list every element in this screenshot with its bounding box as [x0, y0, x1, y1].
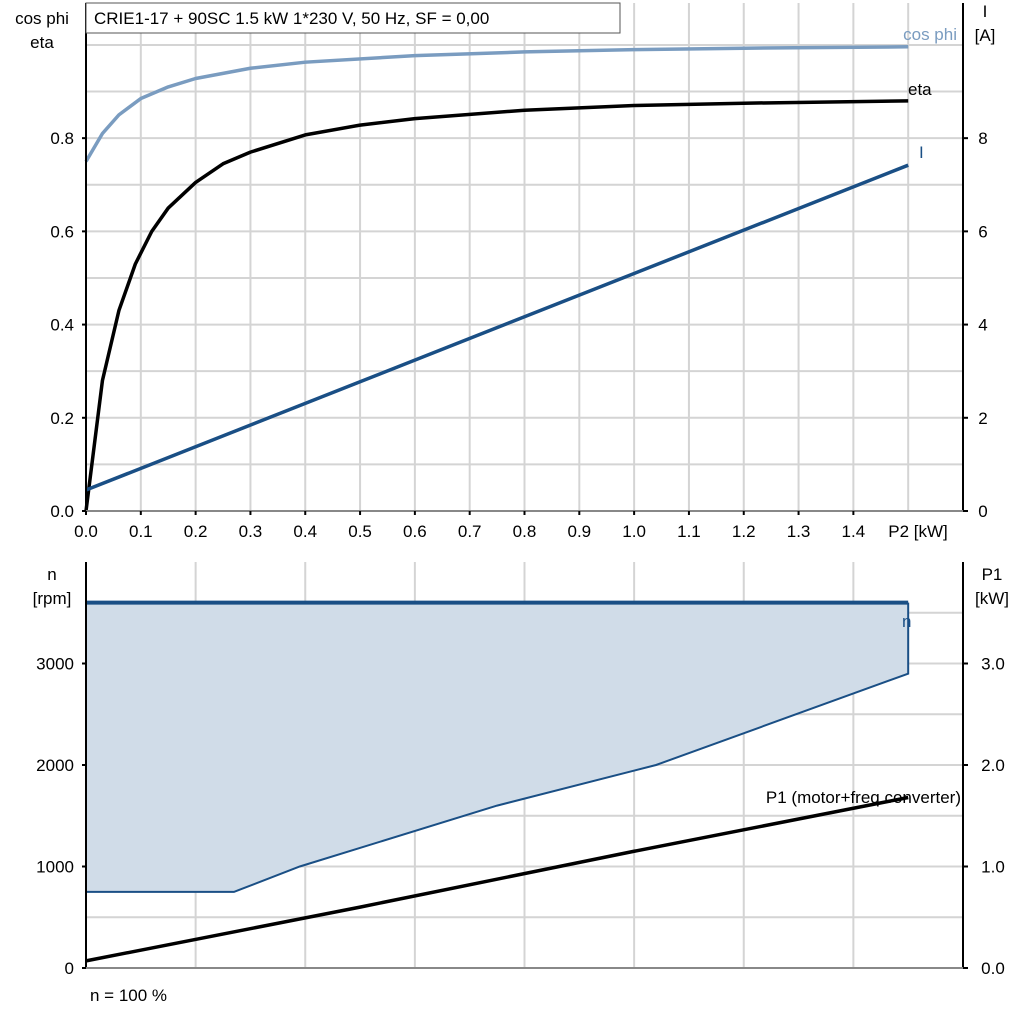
tick-label-right: 0.0: [981, 959, 1005, 978]
series-line-cos-phi: [84, 45, 909, 163]
tick-label-left: 0.0: [50, 502, 74, 521]
right-axis-label-i: I: [983, 2, 988, 21]
tick-label-left: 1000: [36, 858, 74, 877]
tick-label-left: 0.8: [50, 129, 74, 148]
bottom-plot-series: [85, 600, 910, 963]
tick-label-x: 1.3: [787, 522, 811, 541]
tick-label-right: 0: [978, 502, 987, 521]
series-line-eta: [84, 99, 909, 512]
tick-label-right: 6: [978, 222, 987, 241]
tick-label-left: 2000: [36, 756, 74, 775]
tick-label-x: 0.6: [403, 522, 427, 541]
tick-label-x: 1.4: [842, 522, 866, 541]
tick-label-right: 2.0: [981, 756, 1005, 775]
top-plot-grid: [86, 3, 963, 511]
bottom-right-axis-label-p1: P1: [982, 565, 1003, 584]
tick-label-x: 0.2: [184, 522, 208, 541]
tick-label-x: 1.2: [732, 522, 756, 541]
tick-label-x: 1.0: [622, 522, 646, 541]
speed-range-lower-line: [86, 602, 910, 893]
left-axis-label-cosphi: cos phi: [15, 9, 69, 28]
tick-label-right: 2: [978, 409, 987, 428]
series-label-p1: P1 (motor+freq.converter): [766, 788, 961, 807]
tick-label-left: 0: [65, 959, 74, 978]
tick-label-x: 1.1: [677, 522, 701, 541]
bottom-left-axis-label-n: n: [47, 565, 56, 584]
labels: CRIE1-17 + 90SC 1.5 kW 1*230 V, 50 Hz, S…: [15, 2, 1009, 1005]
tick-label-right: 1.0: [981, 858, 1005, 877]
series-line-i: [85, 163, 909, 492]
tick-label-x: 0.8: [513, 522, 537, 541]
top-plot-series: [84, 45, 909, 512]
bottom-left-axis-label-unit: [rpm]: [33, 589, 72, 608]
x-axis-label: P2 [kW]: [888, 522, 948, 541]
axes: 0.0 0.2 0.4 0.6 0.8 0 2 4 6 8 0.0 0.1 0.2 0.3 0.4 0.5 0.…: [36, 3, 1005, 978]
series-label-i: I: [919, 143, 924, 162]
tick-label-x: 0.0: [74, 522, 98, 541]
tick-label-x: 0.7: [458, 522, 482, 541]
tick-label-right: 3.0: [981, 655, 1005, 674]
series-label-n: n: [902, 612, 911, 631]
series-label-eta: eta: [908, 80, 932, 99]
bottom-right-axis-label-unit: [kW]: [975, 589, 1009, 608]
tick-label-right: 4: [978, 316, 987, 335]
tick-label-right: 8: [978, 129, 987, 148]
tick-label-left: 3000: [36, 655, 74, 674]
tick-label-x: 0.3: [239, 522, 263, 541]
tick-label-x: 0.4: [293, 522, 317, 541]
chart-title: CRIE1-17 + 90SC 1.5 kW 1*230 V, 50 Hz, S…: [94, 9, 489, 28]
speed-range-area: [86, 602, 909, 892]
tick-label-x: 0.5: [348, 522, 372, 541]
title-box: [85, 2, 621, 34]
tick-label-left: 0.4: [50, 316, 74, 335]
series-line-p1: [85, 795, 909, 963]
tick-label-x: 0.9: [567, 522, 591, 541]
right-axis-label-unit: [A]: [975, 26, 996, 45]
left-axis-label-eta: eta: [30, 33, 54, 52]
tick-label-left: 0.2: [50, 409, 74, 428]
tick-label-x: 0.1: [129, 522, 153, 541]
tick-label-left: 0.6: [50, 222, 74, 241]
series-label-cosphi: cos phi: [903, 25, 957, 44]
footer-speed-note: n = 100 %: [90, 986, 167, 1005]
